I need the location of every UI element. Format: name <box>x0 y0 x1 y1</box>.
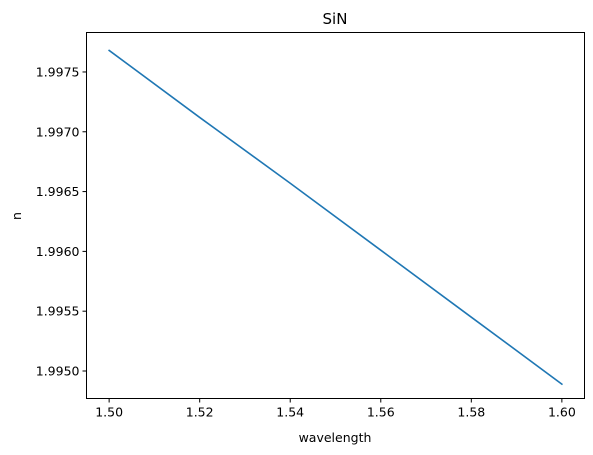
y-tick-label: 1.9960 <box>36 244 80 259</box>
x-tick-label: 1.60 <box>548 405 576 420</box>
axes-frame <box>86 32 585 399</box>
y-tick-label: 1.9970 <box>36 124 80 139</box>
x-tick-label: 1.58 <box>457 405 485 420</box>
y-tick-label: 1.9975 <box>36 64 80 79</box>
plot-area <box>108 49 563 386</box>
x-tick-label: 1.56 <box>367 405 395 420</box>
x-tick-label: 1.54 <box>276 405 304 420</box>
x-axis: 1.50 1.52 1.54 1.56 1.58 1.60 <box>95 398 576 420</box>
y-tick-label: 1.9955 <box>36 304 80 319</box>
y-tick-label: 1.9950 <box>36 363 80 378</box>
chart-title: SiN <box>323 10 348 28</box>
series-line-n <box>108 49 563 386</box>
x-axis-label: wavelength <box>299 430 372 445</box>
y-axis: 1.9950 1.9955 1.9960 1.9965 1.9970 1.9975 <box>36 64 87 378</box>
y-tick-label: 1.9965 <box>36 184 80 199</box>
x-tick-label: 1.52 <box>186 405 214 420</box>
x-tick-label: 1.50 <box>95 405 123 420</box>
y-axis-label: n <box>9 212 24 220</box>
